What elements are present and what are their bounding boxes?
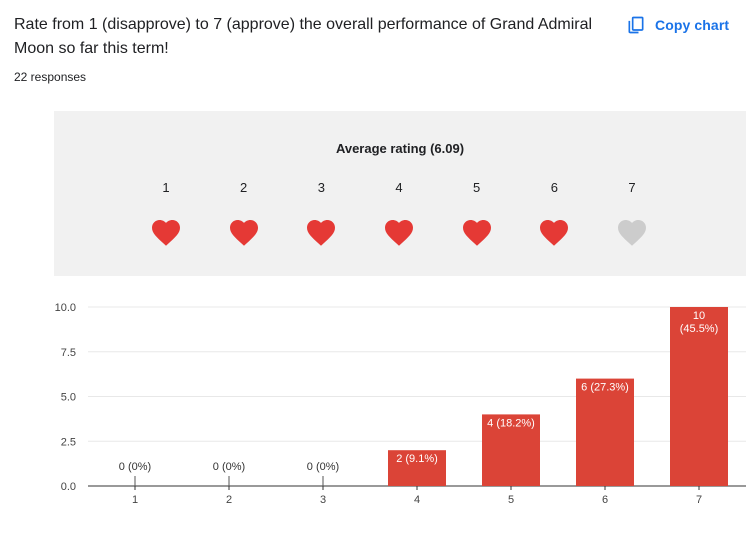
rating-label-6: 6 xyxy=(550,180,558,195)
data-label-5: 4 (18.2%) xyxy=(487,417,535,429)
x-tick-label: 6 xyxy=(602,494,608,506)
copy-chart-button[interactable]: Copy chart xyxy=(622,11,733,39)
copy-icon xyxy=(628,16,644,34)
x-tick-label: 1 xyxy=(132,494,138,506)
question-title: Rate from 1 (disapprove) to 7 (approve) … xyxy=(14,16,593,57)
data-label-4: 2 (9.1%) xyxy=(396,453,438,465)
copy-chart-label: Copy chart xyxy=(655,17,730,33)
data-label-6: 6 (27.3%) xyxy=(581,382,629,394)
x-tick-label: 5 xyxy=(508,494,514,506)
y-tick-label: 7.5 xyxy=(61,347,76,359)
data-label-3: 0 (0%) xyxy=(307,461,339,473)
heart-icon xyxy=(540,220,569,246)
y-tick-label: 5.0 xyxy=(61,392,76,404)
bar-4 xyxy=(388,450,446,486)
bar-7 xyxy=(670,307,728,486)
heart-icon xyxy=(462,220,491,246)
rating-label-7: 7 xyxy=(628,180,636,195)
y-tick-label: 0.0 xyxy=(61,481,76,493)
x-tick-label: 2 xyxy=(226,494,232,506)
y-tick-label: 2.5 xyxy=(61,436,76,448)
average-rating-panel: Average rating (6.09) 1 2 3 4 5 6 7 xyxy=(54,111,746,276)
response-count: 22 responses xyxy=(14,70,87,84)
average-rating-title: Average rating (6.09) xyxy=(335,141,465,156)
rating-label-1: 1 xyxy=(162,180,170,195)
x-tick-label: 7 xyxy=(696,494,702,506)
x-tick-label: 4 xyxy=(414,494,420,506)
heart-icon xyxy=(307,220,336,246)
data-label-1: 0 (0%) xyxy=(119,461,151,473)
rating-label-2: 2 xyxy=(240,180,248,195)
bar-5 xyxy=(482,414,540,486)
data-label-2: 0 (0%) xyxy=(213,461,245,473)
heart-icon xyxy=(385,220,413,246)
x-tick-label: 3 xyxy=(320,494,326,506)
data-label-7: 10 (45.5%) xyxy=(680,310,719,335)
heart-icon xyxy=(618,220,647,246)
rating-label-4: 4 xyxy=(395,180,403,195)
y-tick-label: 10.0 xyxy=(55,302,76,314)
response-bar-chart: 0.0 2.5 5.0 7.5 10.0 0 (0%) 1 0 (0%) 2 0 (0%) 3 2 (… xyxy=(55,302,746,506)
heart-icon xyxy=(229,220,258,246)
rating-label-5: 5 xyxy=(473,180,481,195)
bar-6 xyxy=(576,378,634,486)
rating-label-3: 3 xyxy=(317,180,325,195)
heart-icon xyxy=(152,220,180,246)
